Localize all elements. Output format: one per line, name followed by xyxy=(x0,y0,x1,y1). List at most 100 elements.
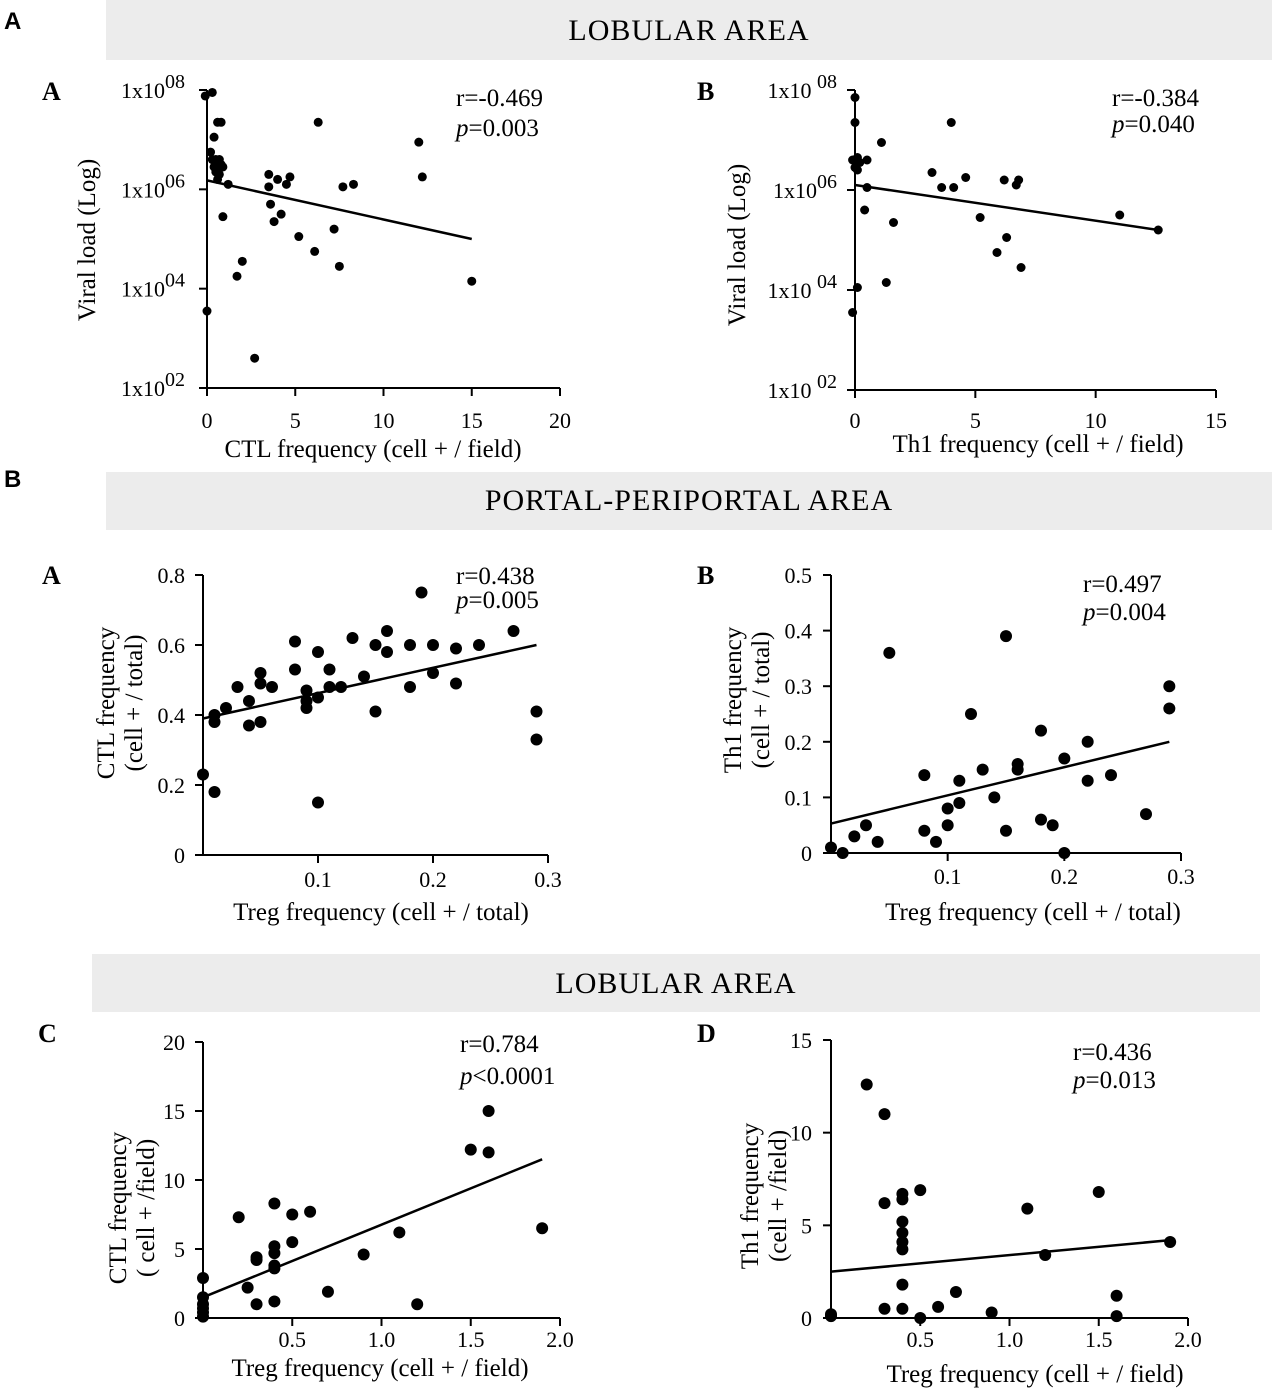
y-tick-label: 5 xyxy=(801,1213,812,1238)
y-tick-label: 15 xyxy=(790,1028,812,1053)
y-tick-label: 0.8 xyxy=(158,563,186,588)
section-b-label: B xyxy=(4,466,22,493)
data-point xyxy=(346,632,359,644)
y-tick-label: 0 xyxy=(801,841,812,866)
lobular-area-banner-bottom: LOBULAR AREA xyxy=(92,954,1260,1012)
data-point xyxy=(197,1271,209,1284)
data-point xyxy=(1014,175,1024,185)
data-point xyxy=(1092,1185,1105,1198)
correlation-r: r=0.497 xyxy=(1083,571,1162,598)
data-point xyxy=(1035,724,1047,737)
data-point xyxy=(321,1285,334,1298)
data-point xyxy=(896,1243,909,1256)
panel-letter: B xyxy=(697,77,714,106)
y-axis-label: CTL frequency( cell + /field) xyxy=(105,1131,160,1284)
x-tick-label: 0.3 xyxy=(1167,864,1195,889)
data-point xyxy=(881,278,891,287)
data-point xyxy=(1002,233,1012,242)
y-tick-label: 0 xyxy=(174,1306,185,1331)
y-tick-label: 20 xyxy=(163,1030,185,1055)
data-point xyxy=(953,796,966,809)
y-axis-label: Th1 frequency(cell + / total) xyxy=(720,626,775,773)
data-point xyxy=(250,1298,263,1311)
data-point xyxy=(860,205,870,215)
lobular-area-banner-top: LOBULAR AREA xyxy=(106,0,1272,60)
panel-letter: B xyxy=(697,561,714,590)
data-point xyxy=(1105,769,1117,782)
panel-letter: D xyxy=(697,1019,716,1048)
data-point xyxy=(825,841,837,854)
data-point xyxy=(268,1197,281,1210)
data-point xyxy=(536,1222,549,1235)
p-value: p=0.003 xyxy=(454,115,539,142)
x-tick-label: 0 xyxy=(202,408,213,433)
data-point xyxy=(848,308,858,317)
data-point xyxy=(1081,735,1094,748)
x-tick-label: 15 xyxy=(1205,408,1227,433)
data-point xyxy=(285,172,295,182)
data-point xyxy=(852,165,862,175)
data-point xyxy=(946,118,956,127)
x-axis-label: Treg frequency (cell + / total) xyxy=(233,899,529,926)
y-axis-label: Viral load (Log) xyxy=(74,159,101,321)
data-point xyxy=(411,1298,424,1311)
regression-line xyxy=(202,1158,543,1299)
x-tick-label: 0.5 xyxy=(907,1327,935,1352)
data-point xyxy=(197,1291,209,1304)
data-point xyxy=(976,763,989,776)
data-point xyxy=(218,162,228,172)
data-point xyxy=(312,691,324,704)
data-point xyxy=(850,93,860,102)
y-tick-label: 0.2 xyxy=(785,730,813,755)
data-point xyxy=(250,353,260,363)
data-point xyxy=(369,705,382,718)
data-point xyxy=(450,677,462,690)
data-point xyxy=(883,646,896,659)
x-tick-label: 10 xyxy=(1085,408,1107,433)
data-point xyxy=(482,1146,495,1159)
x-tick-label: 0.1 xyxy=(934,864,962,889)
data-point xyxy=(335,681,347,693)
p-value: p=0.004 xyxy=(1081,599,1166,626)
scatter-panel-p4: B 0.1 0.2 0.3 0 0.1 0.2 0.3 0.4 0.5 r=0.497p=0.004… xyxy=(697,561,1195,926)
data-point xyxy=(369,639,382,651)
data-point xyxy=(878,1197,891,1210)
section-a-label: A xyxy=(4,8,22,35)
data-point xyxy=(1046,819,1059,832)
data-point xyxy=(381,646,393,658)
y-tick-label: 1x10 04 xyxy=(768,271,838,303)
x-tick-label: 0.3 xyxy=(534,867,562,892)
data-point xyxy=(949,183,959,192)
y-tick-label: 1x1004 xyxy=(121,270,185,302)
x-axis-label: CTL frequency (cell + / field) xyxy=(224,436,521,463)
data-point xyxy=(836,847,849,859)
data-point xyxy=(467,276,477,286)
correlation-r: r=-0.384 xyxy=(1112,85,1199,112)
data-point xyxy=(243,695,255,707)
data-point xyxy=(927,168,937,177)
y-tick-label: 1x10 08 xyxy=(768,71,838,103)
data-point xyxy=(1021,1202,1034,1215)
data-point xyxy=(450,642,462,655)
data-point xyxy=(530,705,543,718)
data-point xyxy=(1153,225,1163,235)
data-point xyxy=(348,179,358,189)
data-point xyxy=(266,199,276,209)
data-point xyxy=(949,1286,962,1299)
data-point xyxy=(1081,774,1094,787)
data-point xyxy=(860,1078,873,1091)
x-tick-label: 5 xyxy=(290,408,301,433)
y-tick-label: 1x1006 xyxy=(121,170,185,202)
data-point xyxy=(266,681,278,693)
data-point xyxy=(1011,763,1024,776)
data-point xyxy=(264,169,274,179)
x-tick-label: 1.5 xyxy=(457,1327,485,1352)
data-point xyxy=(294,232,304,242)
data-point xyxy=(237,256,247,266)
portal-periportal-area-banner: PORTAL-PERIPORTAL AREA xyxy=(106,472,1272,530)
data-point xyxy=(254,677,267,690)
data-point xyxy=(276,209,286,219)
data-point xyxy=(208,709,221,721)
